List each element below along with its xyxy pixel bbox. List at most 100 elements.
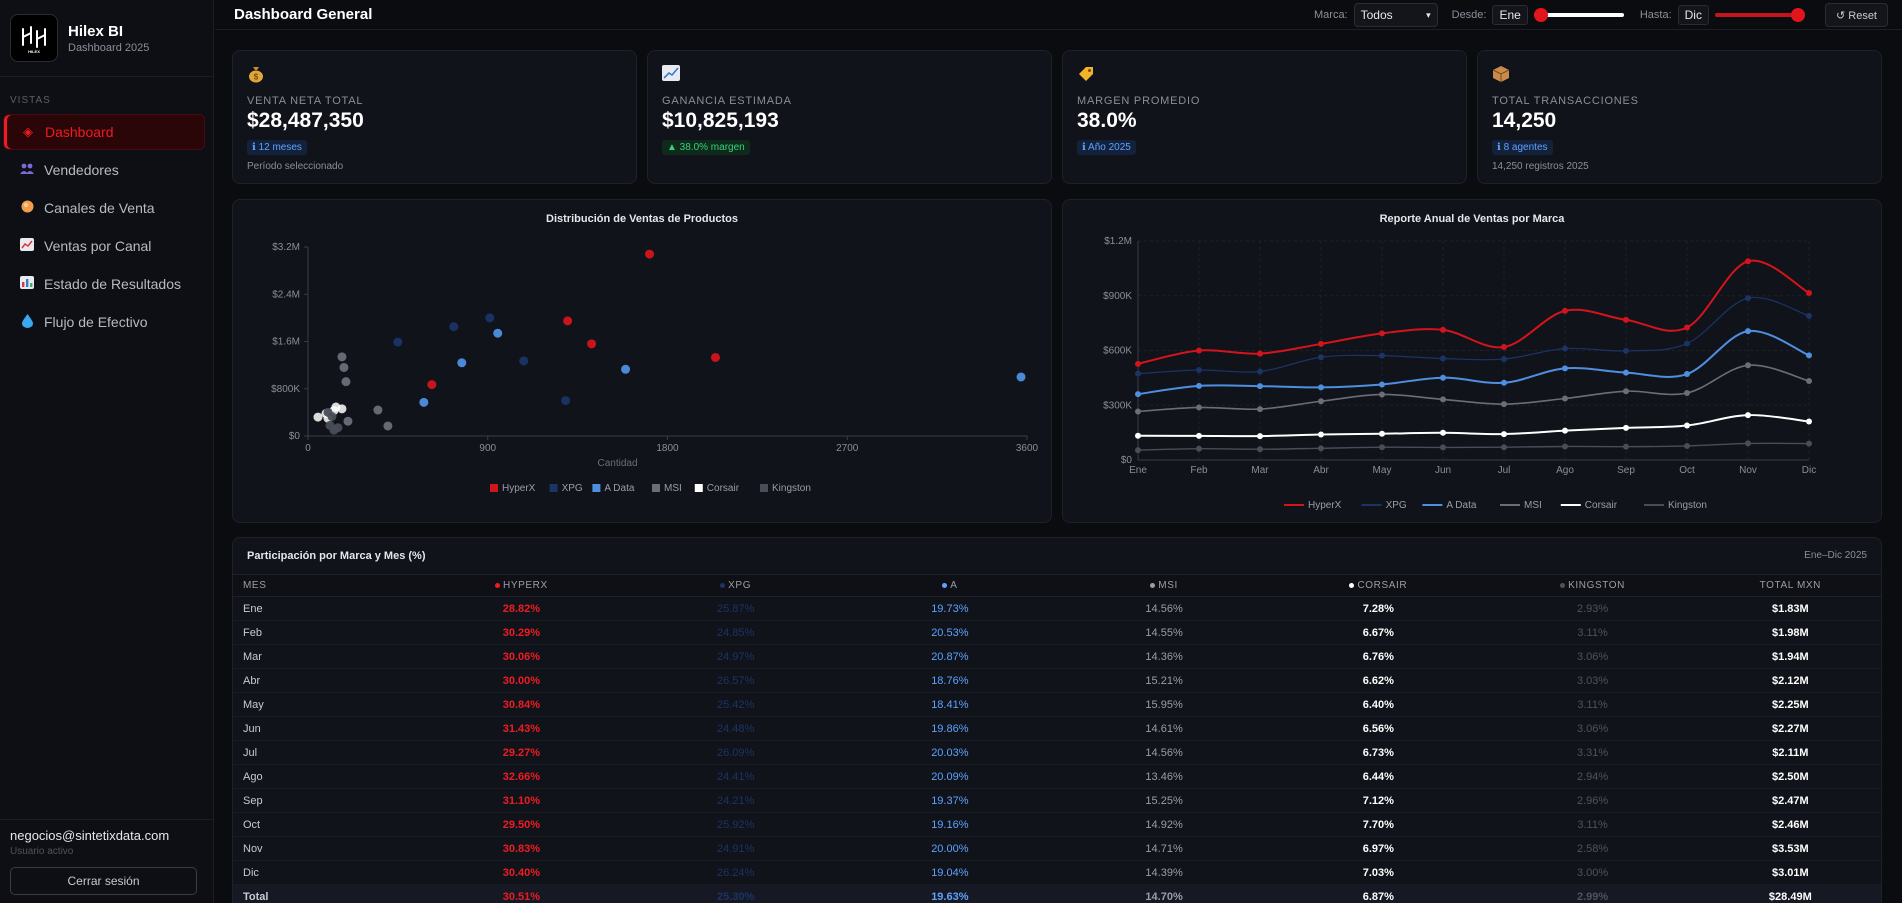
line-point[interactable] [1562, 443, 1568, 450]
line-point[interactable] [1623, 369, 1629, 376]
scatter-point[interactable] [341, 377, 351, 387]
line-point[interactable] [1562, 365, 1568, 372]
line-point[interactable] [1562, 427, 1568, 434]
scatter-point[interactable] [493, 328, 503, 338]
to-slider-thumb[interactable] [1790, 8, 1805, 22]
line-point[interactable] [1440, 429, 1446, 436]
line-point[interactable] [1562, 345, 1568, 352]
line-point[interactable] [1257, 383, 1263, 390]
scatter-point[interactable] [393, 337, 403, 347]
scatter-point[interactable] [313, 412, 323, 422]
from-slider-thumb[interactable] [1533, 8, 1548, 22]
line-point[interactable] [1806, 440, 1812, 447]
line-point[interactable] [1318, 354, 1324, 361]
line-point[interactable] [1379, 391, 1385, 398]
line-point[interactable] [1501, 356, 1507, 363]
line-point[interactable] [1440, 374, 1446, 381]
scatter-point[interactable] [427, 380, 437, 390]
brand-select[interactable]: Todos ▾ [1353, 3, 1438, 27]
line-point[interactable] [1196, 432, 1202, 439]
scatter-point[interactable] [519, 356, 529, 366]
line-point[interactable] [1440, 444, 1446, 451]
line-point[interactable] [1501, 444, 1507, 451]
scatter-point[interactable] [485, 313, 495, 323]
line-point[interactable] [1257, 406, 1263, 413]
logout-button[interactable]: Cerrar sesión [10, 867, 197, 895]
line-point[interactable] [1806, 352, 1812, 359]
line-point[interactable] [1257, 368, 1263, 375]
scatter-point[interactable] [373, 405, 383, 415]
line-point[interactable] [1684, 422, 1690, 429]
scatter-point[interactable] [339, 362, 349, 372]
line-point[interactable] [1806, 418, 1812, 425]
line-point[interactable] [1623, 316, 1629, 323]
scatter-point[interactable] [710, 352, 720, 362]
sidebar-item-vendedores[interactable]: Vendedores [3, 152, 205, 188]
sidebar-item-dashboard[interactable]: ◈ Dashboard [3, 114, 205, 150]
line-point[interactable] [1379, 381, 1385, 388]
scatter-point[interactable] [333, 423, 343, 433]
sidebar-item-canales[interactable]: Canales de Venta [3, 190, 205, 226]
line-point[interactable] [1623, 347, 1629, 354]
line-point[interactable] [1196, 445, 1202, 452]
line-point[interactable] [1806, 290, 1812, 297]
scatter-point[interactable] [343, 416, 353, 426]
line-point[interactable] [1318, 398, 1324, 405]
line-point[interactable] [1806, 377, 1812, 384]
line-point[interactable] [1623, 388, 1629, 395]
line-point[interactable] [1135, 391, 1141, 398]
line-point[interactable] [1196, 404, 1202, 411]
line-point[interactable] [1318, 340, 1324, 347]
line-point[interactable] [1745, 440, 1751, 447]
to-slider[interactable] [1714, 5, 1805, 25]
line-point[interactable] [1562, 307, 1568, 314]
line-point[interactable] [1135, 408, 1141, 415]
scatter-point[interactable] [621, 364, 631, 374]
line-point[interactable] [1257, 350, 1263, 357]
scatter-point[interactable] [383, 421, 393, 431]
line-point[interactable] [1379, 430, 1385, 437]
reset-button[interactable]: ↺ Reset [1824, 3, 1888, 27]
line-point[interactable] [1379, 352, 1385, 359]
scatter-point[interactable] [645, 249, 655, 259]
line-point[interactable] [1562, 395, 1568, 402]
line-point[interactable] [1196, 382, 1202, 389]
line-point[interactable] [1745, 362, 1751, 369]
line-point[interactable] [1501, 344, 1507, 351]
line-point[interactable] [1257, 433, 1263, 440]
line-point[interactable] [1135, 360, 1141, 367]
line-point[interactable] [1684, 340, 1690, 347]
line-point[interactable] [1745, 295, 1751, 302]
line-point[interactable] [1806, 312, 1812, 319]
line-point[interactable] [1745, 328, 1751, 335]
line-point[interactable] [1745, 412, 1751, 419]
line-point[interactable] [1318, 384, 1324, 391]
scatter-point[interactable] [587, 339, 597, 349]
line-point[interactable] [1135, 370, 1141, 377]
line-point[interactable] [1135, 447, 1141, 454]
line-point[interactable] [1440, 396, 1446, 403]
line-point[interactable] [1379, 444, 1385, 451]
scatter-point[interactable] [419, 397, 429, 407]
sidebar-item-flujo-efectivo[interactable]: Flujo de Efectivo [3, 304, 205, 340]
line-point[interactable] [1623, 424, 1629, 431]
line-point[interactable] [1440, 355, 1446, 362]
scatter-point[interactable] [449, 322, 459, 332]
scatter-point[interactable] [1016, 372, 1026, 382]
scatter-point[interactable] [561, 396, 571, 406]
line-point[interactable] [1257, 446, 1263, 453]
line-point[interactable] [1501, 401, 1507, 408]
line-point[interactable] [1501, 431, 1507, 438]
scatter-point[interactable] [563, 316, 573, 326]
scatter-point[interactable] [457, 358, 467, 368]
line-point[interactable] [1196, 367, 1202, 374]
line-point[interactable] [1379, 330, 1385, 337]
line-point[interactable] [1684, 324, 1690, 331]
line-point[interactable] [1501, 379, 1507, 386]
line-point[interactable] [1623, 443, 1629, 450]
scatter-point[interactable] [337, 352, 347, 362]
sidebar-item-ventas-canal[interactable]: Ventas por Canal [3, 228, 205, 264]
line-point[interactable] [1684, 371, 1690, 378]
line-point[interactable] [1684, 442, 1690, 449]
line-point[interactable] [1684, 390, 1690, 397]
